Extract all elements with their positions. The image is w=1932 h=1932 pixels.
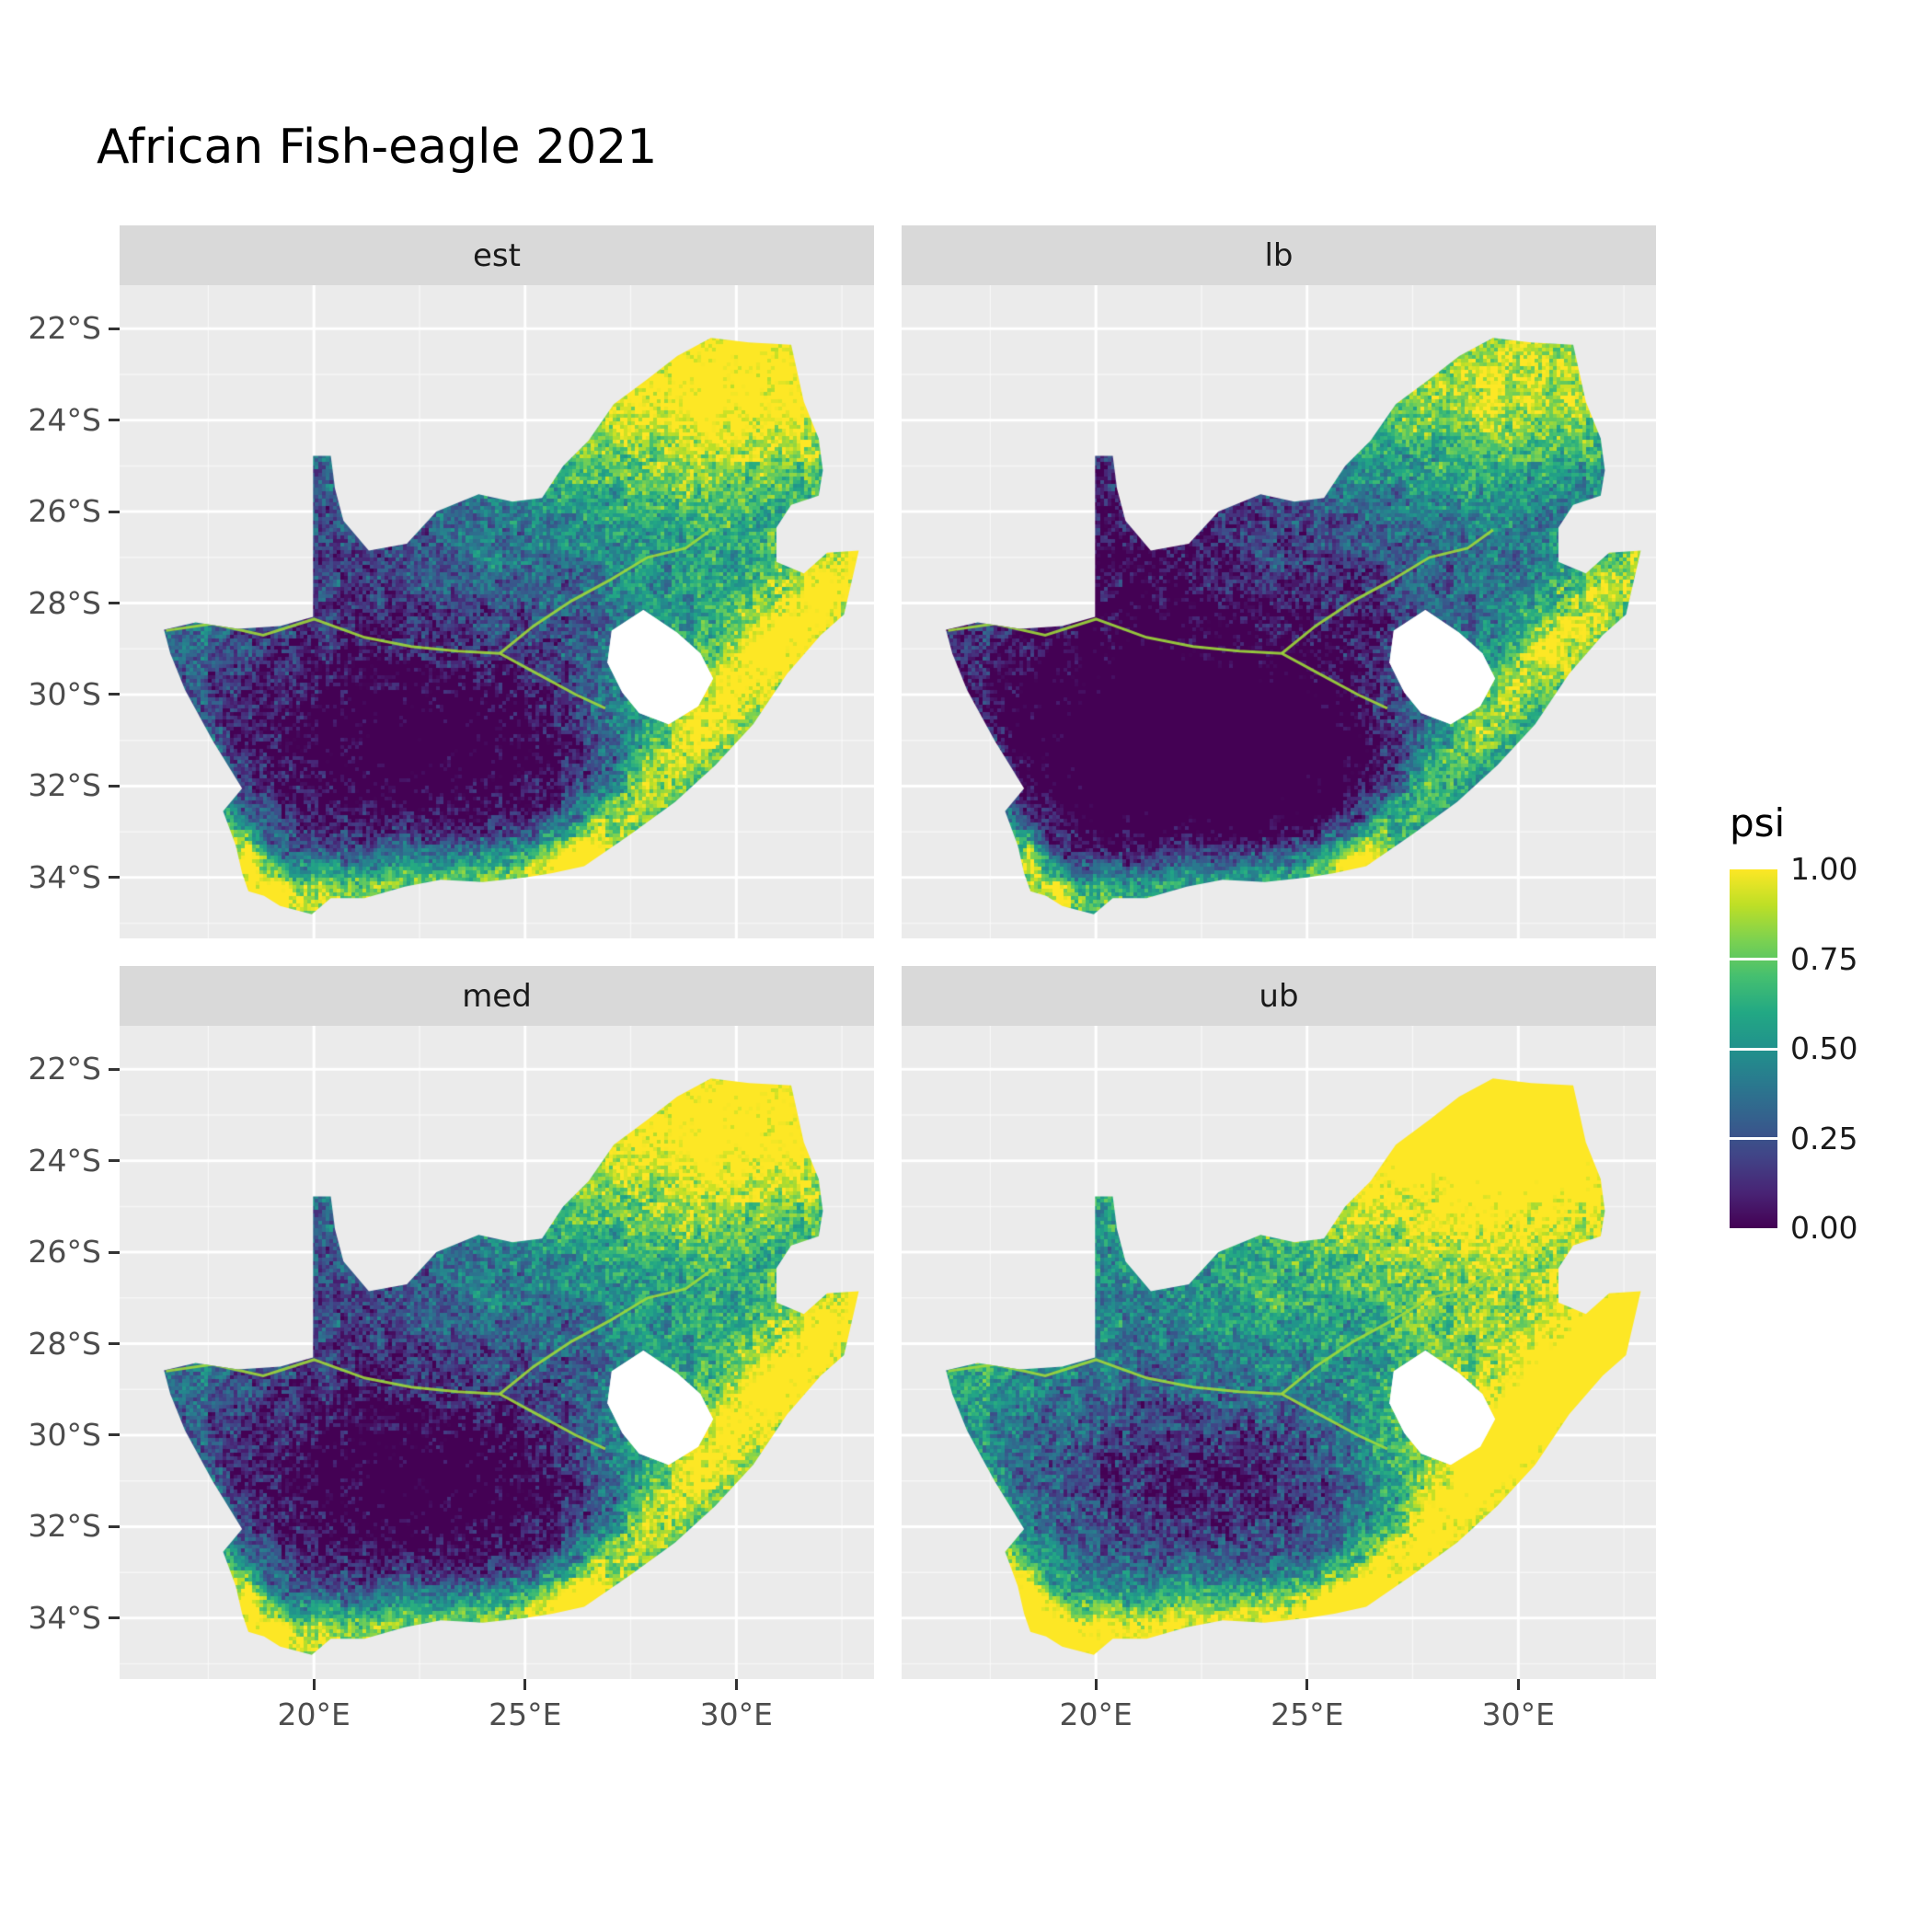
facet-strip-lb: lb	[902, 225, 1656, 285]
legend-label: 0.50	[1790, 1030, 1858, 1066]
map-panel-lb	[902, 285, 1656, 938]
x-tick-label: 20°E	[277, 1696, 351, 1732]
x-tick-mark	[523, 1679, 527, 1690]
y-tick-mark	[109, 602, 120, 605]
facet-lb: lb	[902, 225, 1656, 938]
legend-bar-tick	[1730, 1137, 1777, 1140]
y-tick-label: 28°S	[28, 584, 101, 621]
map-panel-est	[120, 285, 874, 938]
y-tick-mark	[109, 1616, 120, 1620]
legend-label: 0.25	[1790, 1120, 1858, 1156]
x-tick-mark	[1094, 1679, 1098, 1690]
y-tick-label: 32°S	[28, 767, 101, 804]
y-tick-label: 22°S	[28, 310, 101, 347]
y-tick-label: 30°S	[28, 675, 101, 712]
facet-est: est	[120, 225, 874, 938]
legend-label: 1.00	[1790, 851, 1858, 887]
x-tick-label: 20°E	[1059, 1696, 1133, 1732]
y-tick-label: 24°S	[28, 401, 101, 438]
legend-colorbar	[1730, 869, 1777, 1228]
x-tick-mark	[1516, 1679, 1520, 1690]
legend-label: 0.75	[1790, 940, 1858, 977]
map-canvas-lb	[902, 285, 1656, 938]
y-tick-mark	[109, 1524, 120, 1528]
x-tick-label: 25°E	[1271, 1696, 1344, 1732]
x-tick-mark	[734, 1679, 738, 1690]
legend-label: 0.00	[1790, 1210, 1858, 1246]
y-tick-label: 32°S	[28, 1508, 101, 1545]
facet-strip-label-lb: lb	[1264, 236, 1294, 274]
x-tick-mark	[312, 1679, 316, 1690]
map-canvas-est	[120, 285, 874, 938]
x-tick-label: 25°E	[489, 1696, 562, 1732]
facet-strip-label-ub: ub	[1259, 977, 1299, 1015]
y-tick-mark	[109, 510, 120, 513]
map-canvas-med	[120, 1026, 874, 1679]
facet-med: med	[120, 966, 874, 1679]
y-tick-label: 26°S	[28, 1234, 101, 1271]
plot-title: African Fish-eagle 2021	[97, 120, 658, 175]
y-tick-mark	[109, 1342, 120, 1346]
facet-strip-label-est: est	[473, 236, 521, 274]
legend-bar-tick	[1730, 958, 1777, 960]
x-tick-label: 30°E	[699, 1696, 773, 1732]
facet-strip-med: med	[120, 966, 874, 1026]
y-tick-label: 24°S	[28, 1142, 101, 1179]
y-tick-label: 22°S	[28, 1051, 101, 1087]
map-panel-med	[120, 1026, 874, 1679]
y-tick-mark	[109, 1250, 120, 1254]
map-panel-ub	[902, 1026, 1656, 1679]
y-tick-mark	[109, 1067, 120, 1071]
y-tick-mark	[109, 419, 120, 422]
y-tick-mark	[109, 1159, 120, 1163]
y-tick-mark	[109, 876, 120, 880]
y-tick-label: 30°S	[28, 1416, 101, 1453]
legend-title: psi	[1730, 800, 1786, 845]
x-tick-label: 30°E	[1481, 1696, 1555, 1732]
y-tick-label: 34°S	[28, 858, 101, 895]
x-tick-mark	[1305, 1679, 1309, 1690]
map-canvas-ub	[902, 1026, 1656, 1679]
y-tick-label: 34°S	[28, 1599, 101, 1636]
y-tick-label: 28°S	[28, 1325, 101, 1362]
facet-strip-est: est	[120, 225, 874, 285]
facet-ub: ub	[902, 966, 1656, 1679]
facet-strip-label-med: med	[462, 977, 532, 1015]
y-tick-mark	[109, 784, 120, 788]
y-tick-mark	[109, 693, 120, 696]
y-tick-label: 26°S	[28, 493, 101, 530]
facet-strip-ub: ub	[902, 966, 1656, 1026]
legend-bar-tick	[1730, 1047, 1777, 1051]
y-tick-mark	[109, 1433, 120, 1437]
y-tick-mark	[109, 327, 120, 330]
